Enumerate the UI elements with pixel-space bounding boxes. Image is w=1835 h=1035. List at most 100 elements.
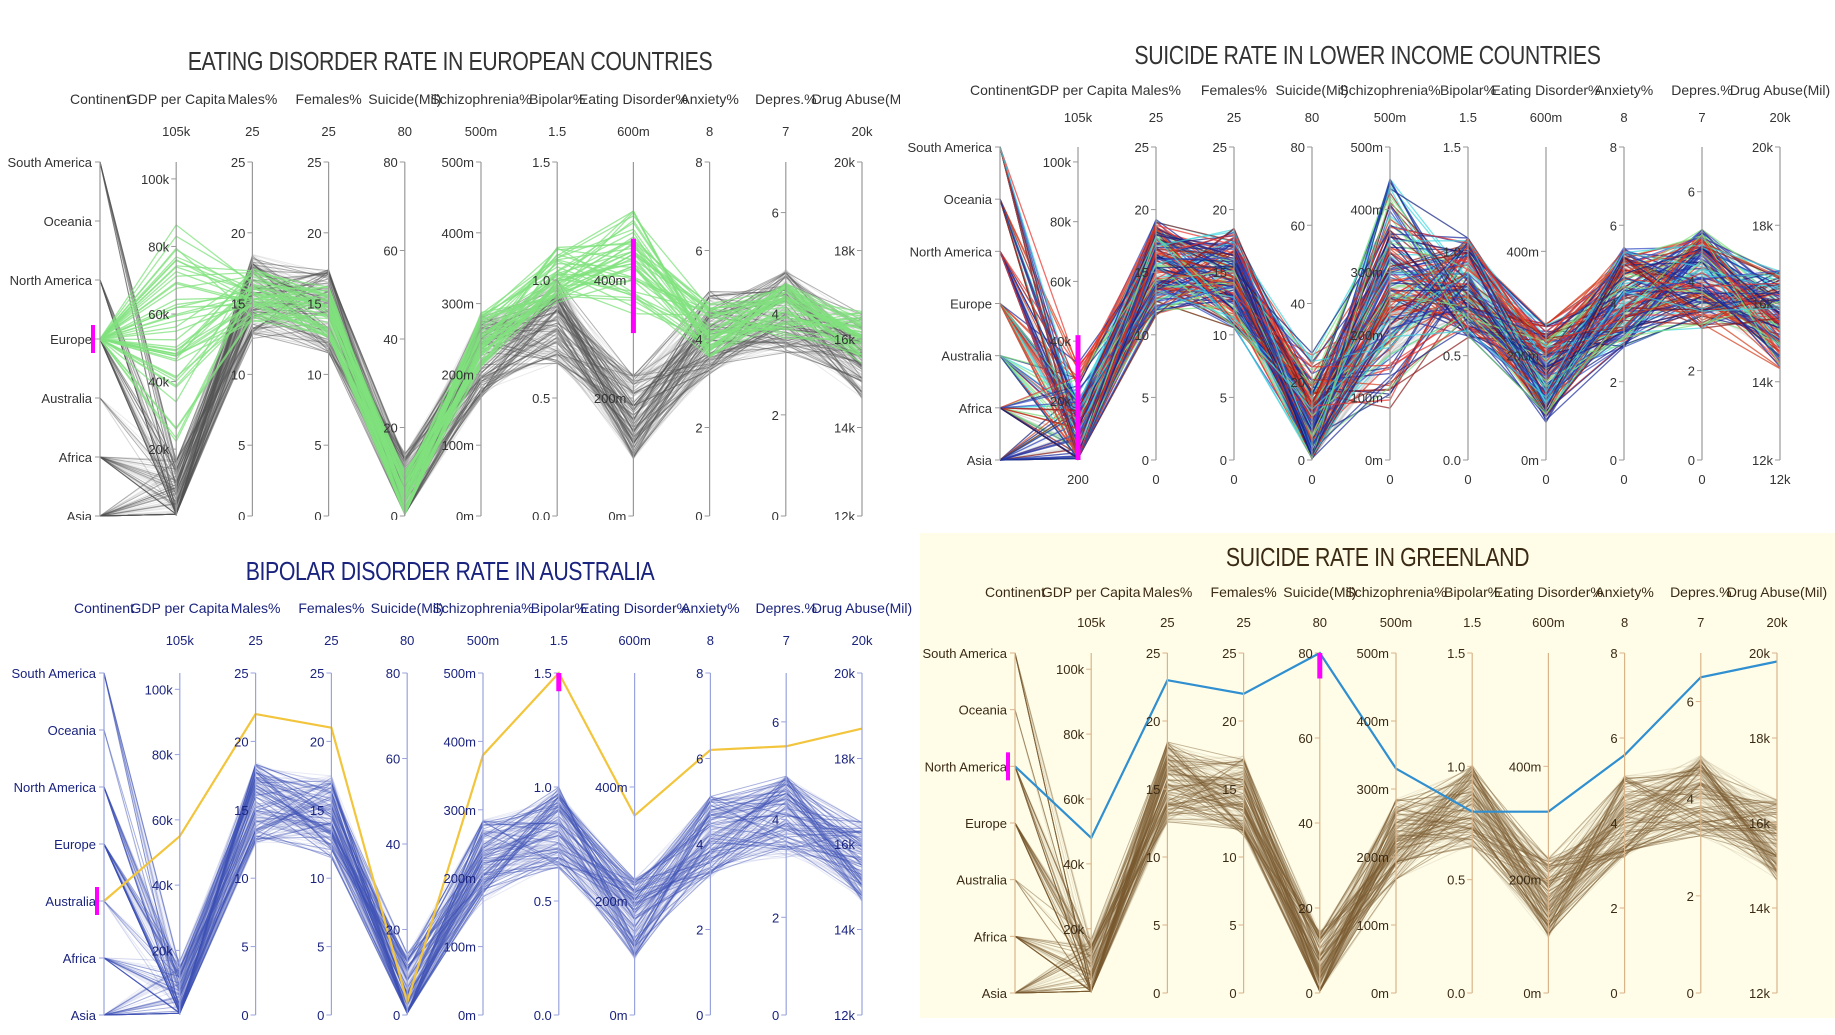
axis-max-label: 20k xyxy=(852,633,873,648)
axis-continent: Continent South America Oceania North Ameri… xyxy=(907,82,1030,468)
axis-label: GDP per Capita xyxy=(1029,82,1128,98)
axis-eating-disorder-: Eating Disorder% 600m 00m 200m 400m xyxy=(1492,82,1601,487)
tick-label: 0m xyxy=(610,1008,628,1023)
axis-label: Females% xyxy=(1211,584,1277,600)
tick-label: 200m xyxy=(443,871,476,886)
axis-max-label: 500m xyxy=(1374,110,1407,125)
tick-label: 200m xyxy=(1509,873,1542,888)
axis-max-label: 25 xyxy=(245,124,259,139)
tick-label: 60 xyxy=(386,752,400,767)
axis-drug-abuse-mil-: Drug Abuse(Mil) 20k 12k 12k 14k 16k 18k 20k xyxy=(1730,82,1830,487)
tick-label: 15 xyxy=(307,297,321,312)
axis-continent: Continent South America Oceania North Ameri… xyxy=(922,584,1045,1001)
tick-label: 1.5 xyxy=(534,666,552,681)
axis-depres-: Depres.% 7 0 2 4 6 xyxy=(755,600,816,1023)
tick-label: 0m xyxy=(1365,453,1383,468)
tick-label: 0.0 xyxy=(1443,453,1461,468)
tick-label: 5 xyxy=(1153,918,1160,933)
axis-label: Continent xyxy=(74,600,134,616)
tick-label: 0 xyxy=(695,509,702,524)
tick-label: 0 xyxy=(1220,453,1227,468)
axis-schizophrenia-: Schizophrenia% 500m 00m 100m 200m 300m 400m 500… xyxy=(1339,82,1440,487)
tick-label: 80 xyxy=(1291,140,1305,155)
axis-max-label: 500m xyxy=(467,633,500,648)
tick-label: 0 xyxy=(1306,986,1313,1001)
axis-label: Males% xyxy=(1143,584,1193,600)
tick-label: 2 xyxy=(772,910,779,925)
axis-max-label: 8 xyxy=(1621,615,1628,630)
axis-label: Bipolar% xyxy=(529,91,585,107)
chart-title: SUICIDE RATE IN LOWER INCOME COUNTRIES xyxy=(1134,40,1601,70)
tick-label: 4 xyxy=(1687,792,1694,807)
tick-label: 15 xyxy=(1222,782,1236,797)
axis-label: Continent xyxy=(970,82,1030,98)
axis-label: Schizophrenia% xyxy=(432,600,533,616)
axis-suicide-mil-: Suicide(Mil) 80 0 20 40 60 80 xyxy=(1283,584,1356,1001)
axis-max-label: 7 xyxy=(783,633,790,648)
tick-label: 18k xyxy=(834,244,855,259)
tick-label: 0 xyxy=(1229,986,1236,1001)
axis-eating-disorder-: Eating Disorder% 600m 0m 200m 400m xyxy=(580,600,689,1023)
tick-label: 20k xyxy=(152,943,173,958)
tick-label: Europe xyxy=(50,332,92,347)
tick-label: 20 xyxy=(1298,901,1312,916)
axis-label: Schizophrenia% xyxy=(1345,584,1446,600)
axis-label: Schizophrenia% xyxy=(1339,82,1440,98)
tick-label: 60k xyxy=(148,307,169,322)
tick-label: 20k xyxy=(834,666,855,681)
axis-max-label: 600m xyxy=(617,124,650,139)
chart-title: SUICIDE RATE IN GREENLAND xyxy=(1225,542,1530,572)
axis-gdp-per-capita: GDP per Capita 105k 20k 40k 60k 80k 100k xyxy=(127,91,226,516)
tick-label: 0 xyxy=(1610,453,1617,468)
filter-brush xyxy=(630,238,636,334)
tick-label: South America xyxy=(11,666,96,681)
tick-label: 2 xyxy=(1610,375,1617,390)
axis-max-label: 80 xyxy=(1305,110,1319,125)
tick-label: 10 xyxy=(310,871,324,886)
tick-label: 0 xyxy=(391,509,398,524)
tick-label: 400m xyxy=(1356,714,1389,729)
axis-label: GDP per Capita xyxy=(127,91,226,107)
tick-label: 300m xyxy=(441,297,474,312)
tick-label: 40k xyxy=(152,878,173,893)
axis-min-label: 0 xyxy=(1620,472,1627,487)
tick-label: 25 xyxy=(234,666,248,681)
axis-min-label: 200 xyxy=(1067,472,1089,487)
tick-label: 20k xyxy=(1050,394,1071,409)
axis-gdp-per-capita: GDP per Capita 105k 20k 40k 60k 80k 100k xyxy=(1042,584,1141,993)
tick-label: 8 xyxy=(1610,646,1617,661)
tick-label: Asia xyxy=(71,1008,97,1023)
tick-label: North America xyxy=(10,273,93,288)
axis-max-label: 105k xyxy=(166,633,195,648)
axis-max-label: 1.5 xyxy=(1463,615,1481,630)
axis-label: Females% xyxy=(296,91,362,107)
axis-anxiety-: Anxiety% 8 0 2 4 6 8 xyxy=(680,91,738,524)
axis-max-label: 8 xyxy=(1620,110,1627,125)
tick-label: 20k xyxy=(1752,140,1773,155)
tick-label: 14k xyxy=(834,923,855,938)
tick-label: 400m xyxy=(595,780,628,795)
tick-label: 20k xyxy=(1749,646,1770,661)
continent-brush xyxy=(95,887,99,915)
axis-label: Bipolar% xyxy=(531,600,587,616)
axes-layer: Continent South America Oceania North Ameri… xyxy=(7,91,912,524)
tick-label: 400m xyxy=(441,226,474,241)
tick-label: 6 xyxy=(1687,695,1694,710)
tick-label: 2 xyxy=(1688,364,1695,379)
tick-label: 0 xyxy=(317,1008,324,1023)
tick-label: 20 xyxy=(1213,203,1227,218)
axis-max-label: 20k xyxy=(852,124,873,139)
axis-max-label: 105k xyxy=(162,124,191,139)
tick-label: 40 xyxy=(1298,816,1312,831)
tick-label: 6 xyxy=(772,206,779,221)
tick-label: 1.5 xyxy=(1443,140,1461,155)
axis-max-label: 25 xyxy=(1149,110,1163,125)
tick-label: 15 xyxy=(234,803,248,818)
tick-label: 1.0 xyxy=(1447,759,1465,774)
tick-label: 18k xyxy=(1749,731,1770,746)
